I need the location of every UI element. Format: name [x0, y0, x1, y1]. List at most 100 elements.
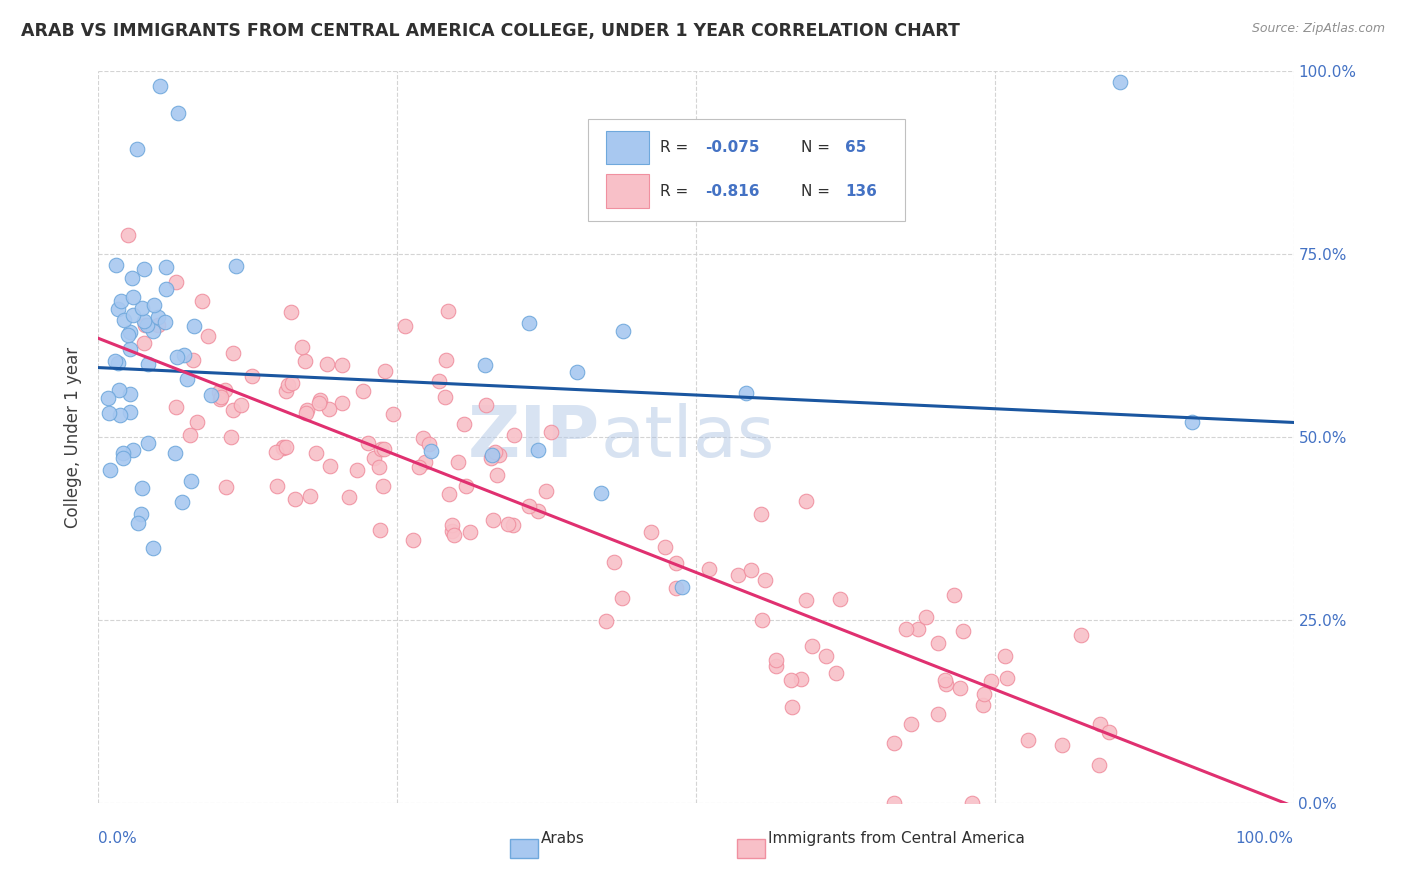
Point — [447, 455, 470, 469]
Point — [527, 442, 550, 457]
Text: -0.075: -0.075 — [706, 140, 761, 155]
Point — [155, 315, 177, 329]
Point — [474, 358, 496, 372]
Point — [131, 481, 153, 495]
Point — [225, 259, 247, 273]
Point — [382, 407, 405, 421]
Point — [229, 398, 252, 412]
Point — [294, 354, 316, 368]
Point — [972, 698, 994, 712]
Point — [894, 622, 917, 636]
Point — [330, 396, 353, 410]
Point — [197, 329, 219, 343]
Point — [122, 290, 145, 304]
Point — [107, 356, 129, 370]
Point — [176, 371, 198, 385]
Point — [134, 314, 156, 328]
Point — [517, 500, 540, 514]
Point — [517, 316, 540, 330]
Point — [481, 448, 503, 462]
Text: -0.816: -0.816 — [706, 184, 761, 199]
Point — [460, 525, 482, 540]
Point — [794, 593, 817, 607]
Point — [883, 736, 905, 750]
Point — [165, 275, 187, 289]
Text: 0.0%: 0.0% — [98, 831, 138, 846]
Point — [291, 340, 314, 354]
Point — [186, 415, 208, 429]
Point — [479, 451, 502, 466]
Point — [374, 364, 396, 378]
Point — [595, 614, 617, 628]
Point — [107, 301, 129, 316]
Point — [488, 449, 510, 463]
Point — [413, 455, 436, 469]
Point — [1109, 75, 1132, 89]
Point — [754, 573, 776, 587]
Point — [671, 580, 693, 594]
Point — [427, 374, 450, 388]
Point — [780, 700, 803, 714]
Point — [610, 591, 633, 605]
Point — [191, 294, 214, 309]
Point — [883, 796, 905, 810]
Point — [496, 516, 519, 531]
Text: 136: 136 — [845, 184, 877, 199]
Point — [172, 495, 194, 509]
Point — [264, 445, 287, 459]
Point — [166, 350, 188, 364]
Point — [155, 260, 177, 274]
Point — [294, 406, 316, 420]
Point — [330, 358, 353, 372]
Text: R =: R = — [661, 140, 693, 155]
Point — [960, 796, 983, 810]
Point — [363, 451, 385, 466]
Point — [277, 377, 299, 392]
Point — [266, 479, 288, 493]
Point — [780, 673, 803, 687]
Point — [612, 325, 634, 339]
Point — [295, 402, 318, 417]
Y-axis label: College, Under 1 year: College, Under 1 year — [65, 346, 83, 528]
Point — [603, 555, 626, 569]
Point — [207, 384, 229, 399]
Point — [567, 365, 589, 379]
Point — [534, 483, 557, 498]
Point — [749, 507, 772, 521]
Point — [900, 716, 922, 731]
Point — [97, 391, 120, 405]
Point — [1181, 416, 1204, 430]
Point — [305, 445, 328, 459]
Point — [654, 540, 676, 554]
Point — [394, 318, 416, 333]
Point — [697, 562, 720, 576]
Point — [108, 383, 131, 397]
Point — [222, 402, 245, 417]
Text: Source: ZipAtlas.com: Source: ZipAtlas.com — [1251, 22, 1385, 36]
Point — [1088, 717, 1111, 731]
Point — [907, 623, 929, 637]
Point — [280, 376, 302, 391]
FancyBboxPatch shape — [737, 838, 765, 858]
FancyBboxPatch shape — [589, 119, 905, 221]
Point — [179, 428, 201, 442]
Text: ZIP: ZIP — [468, 402, 600, 472]
Point — [1017, 733, 1039, 747]
Point — [117, 227, 139, 242]
Point — [948, 681, 970, 695]
Point — [120, 326, 142, 340]
Point — [183, 319, 205, 334]
Point — [111, 446, 134, 460]
Point — [167, 105, 190, 120]
Point — [437, 487, 460, 501]
Point — [148, 318, 170, 333]
Point — [589, 486, 612, 500]
Point — [485, 467, 508, 482]
Point — [927, 635, 949, 649]
Point — [138, 436, 160, 450]
Point — [173, 348, 195, 362]
FancyBboxPatch shape — [606, 130, 650, 164]
Point — [309, 393, 332, 408]
FancyBboxPatch shape — [606, 175, 650, 208]
Text: Immigrants from Central America: Immigrants from Central America — [768, 831, 1025, 846]
